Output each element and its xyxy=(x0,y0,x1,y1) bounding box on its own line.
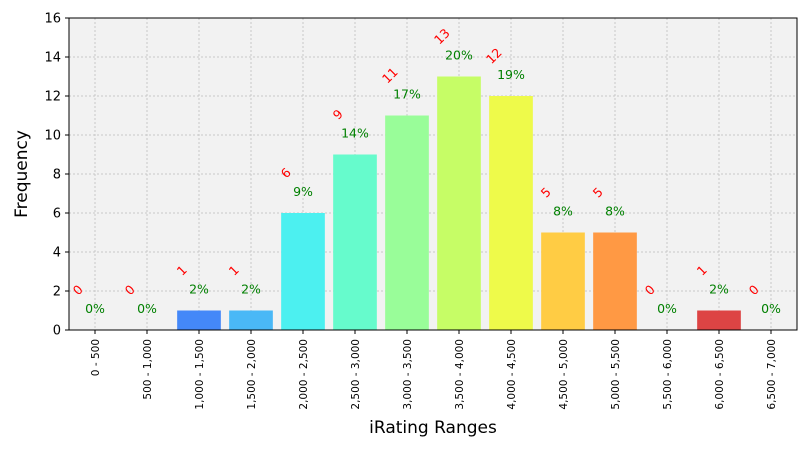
x-tick-label: 3,000 - 3,500 xyxy=(402,339,414,410)
y-axis-title: Frequency xyxy=(12,130,32,218)
y-tick-label: 0 xyxy=(53,324,61,339)
y-tick-label: 4 xyxy=(53,246,61,261)
y-tick-label: 8 xyxy=(53,168,61,183)
percent-label: 9% xyxy=(293,184,313,199)
percent-label: 0% xyxy=(657,301,677,316)
x-tick-label: 500 - 1,000 xyxy=(142,339,154,400)
percent-label: 0% xyxy=(761,301,781,316)
y-tick-label: 12 xyxy=(44,90,61,105)
x-tick-label: 4,000 - 4,500 xyxy=(506,339,518,410)
y-axis: 0 2 4 6 8 10 12 14 16 xyxy=(44,12,69,339)
bar xyxy=(489,96,533,330)
percent-label: 20% xyxy=(445,48,473,63)
plot-frame xyxy=(68,17,798,331)
y-tick-label: 14 xyxy=(44,51,61,66)
y-tick-label: 6 xyxy=(53,207,61,222)
bar xyxy=(281,213,325,330)
x-axis-title: iRating Ranges xyxy=(369,418,497,438)
bar xyxy=(333,154,377,330)
x-tick-label: 2,000 - 2,500 xyxy=(298,339,310,410)
bar xyxy=(229,310,273,330)
x-axis: 0 - 500 500 - 1,000 1,000 - 1,500 1,500 - 2… xyxy=(90,330,778,410)
x-tick-label: 5,500 - 6,000 xyxy=(662,339,674,410)
x-tick-label: 3,500 - 4,000 xyxy=(454,339,466,410)
percent-label: 14% xyxy=(341,126,369,141)
bar xyxy=(541,232,585,330)
y-tick-label: 2 xyxy=(53,285,61,300)
x-tick-label: 2,500 - 3,000 xyxy=(350,339,362,410)
bar xyxy=(593,232,637,330)
y-tick-label: 16 xyxy=(44,12,61,27)
bar xyxy=(697,310,741,330)
x-tick-label: 6,000 - 6,500 xyxy=(714,339,726,410)
percent-label: 0% xyxy=(137,301,157,316)
bars xyxy=(177,76,741,330)
x-tick-label: 1,500 - 2,000 xyxy=(246,339,258,410)
percent-label: 0% xyxy=(85,301,105,316)
x-tick-label: 1,000 - 1,500 xyxy=(194,339,206,410)
percent-label: 2% xyxy=(189,282,209,297)
x-tick-label: 5,000 - 5,500 xyxy=(610,339,622,410)
percent-label: 2% xyxy=(241,282,261,297)
y-tick-label: 10 xyxy=(44,129,61,144)
percent-label: 19% xyxy=(497,67,525,82)
percent-label: 8% xyxy=(553,204,573,219)
x-tick-label: 0 - 500 xyxy=(90,339,102,376)
percent-label: 17% xyxy=(393,87,421,102)
bar xyxy=(437,76,481,330)
x-tick-label: 4,500 - 5,000 xyxy=(558,339,570,410)
percent-label: 2% xyxy=(709,282,729,297)
x-tick-label: 6,500 - 7,000 xyxy=(766,339,778,410)
percent-label: 8% xyxy=(605,204,625,219)
bar xyxy=(177,310,221,330)
bar xyxy=(385,115,429,330)
